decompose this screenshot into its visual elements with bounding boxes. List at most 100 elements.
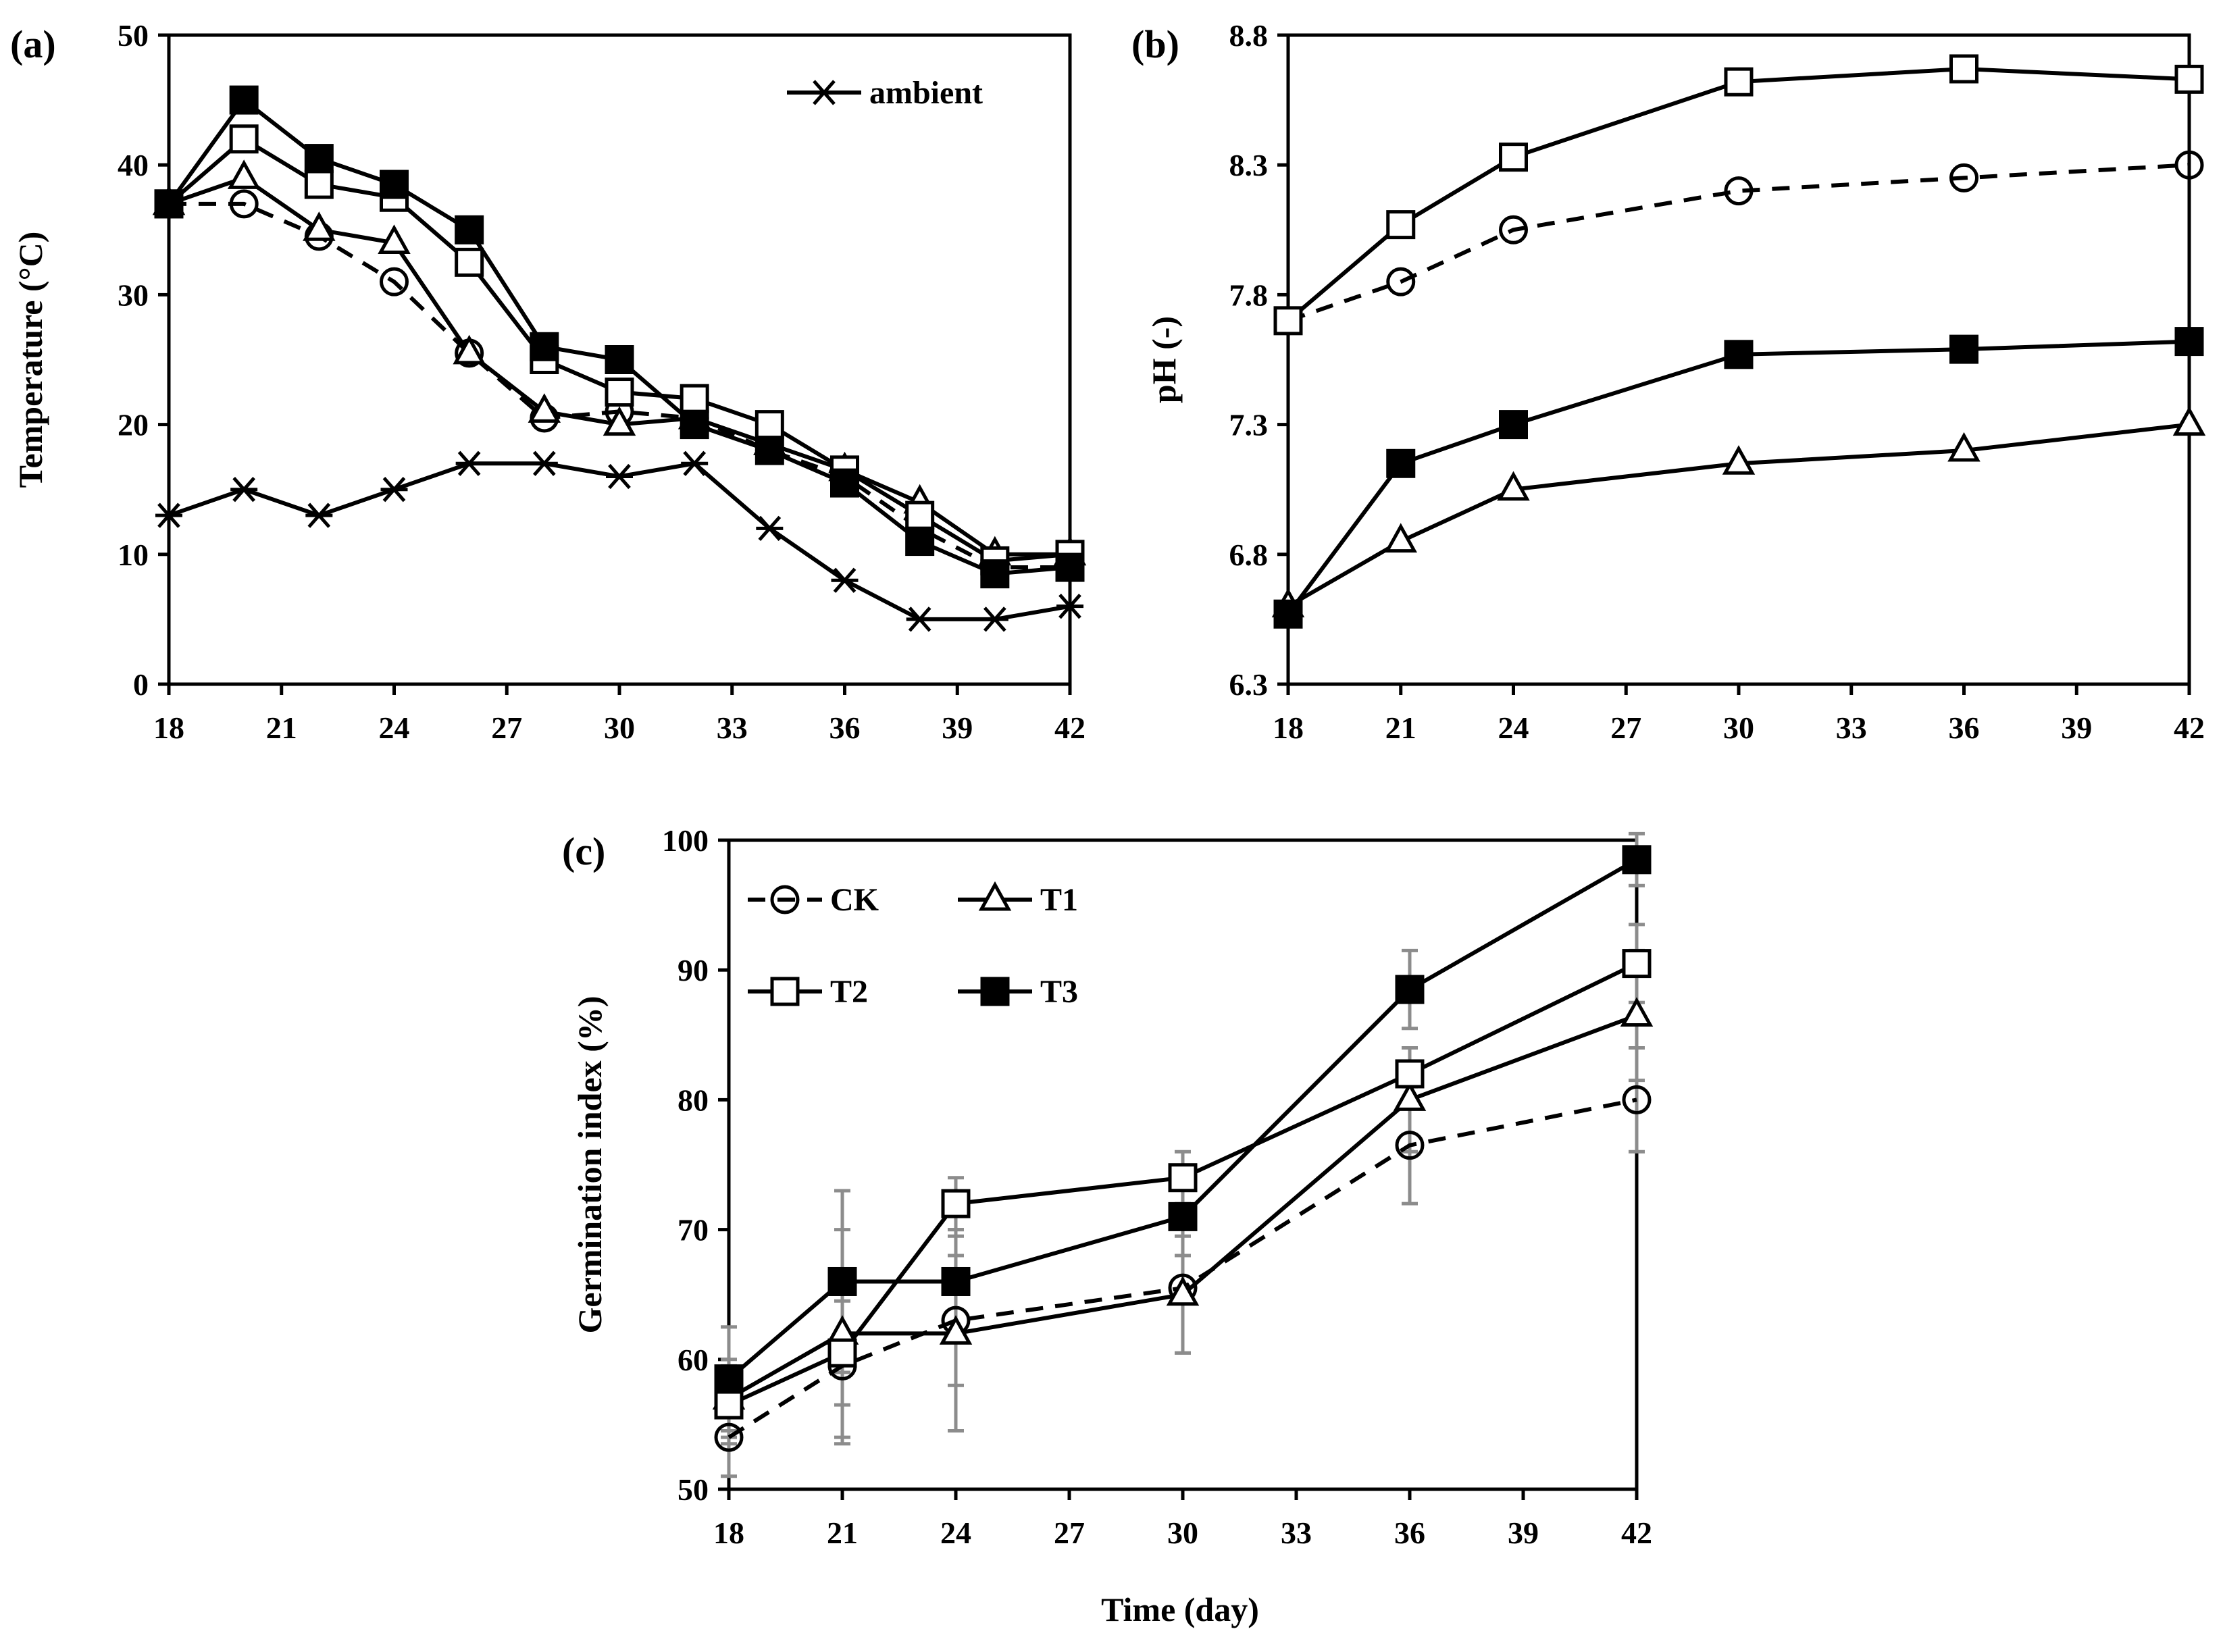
panel-b-point-T1 bbox=[1497, 471, 1530, 501]
panel-b-y-tick-label: 6.8 bbox=[1229, 538, 1269, 572]
panel-a-point-ambient-stroke bbox=[683, 450, 707, 476]
panel-c-point-T1 bbox=[939, 1315, 973, 1345]
panel-a-point-ambient-stroke bbox=[382, 477, 406, 502]
panel-a-point-ambient-stroke bbox=[457, 450, 481, 476]
panel-a-point-T1 bbox=[453, 334, 486, 365]
time-axis-title: Time (day) bbox=[1101, 1591, 1259, 1628]
panel-b-point-T3 bbox=[2174, 327, 2204, 357]
panel-b-point-T2 bbox=[1724, 67, 1754, 97]
panel-a-point-T2 bbox=[605, 378, 634, 407]
panel-a-point-ambient bbox=[756, 515, 784, 542]
panel-a-point-T3 bbox=[605, 345, 634, 374]
panel-a-point-T3 bbox=[154, 189, 184, 219]
panel-b-x-tick-label: 42 bbox=[2174, 711, 2205, 745]
panel-a-y-tick-label: 20 bbox=[118, 408, 149, 442]
panel-a-point-T3 bbox=[1055, 552, 1085, 582]
panel-a-panel-label: (a) bbox=[10, 22, 56, 66]
panel-a-point-T2 bbox=[680, 384, 709, 413]
panel-c-point-T3 bbox=[941, 1266, 971, 1296]
panel-c-point-CK bbox=[714, 1422, 744, 1452]
panel-a-y-tick-label: 40 bbox=[118, 148, 149, 182]
panel-b-point-T3 bbox=[1949, 334, 1978, 364]
panel-c-panel-label: (c) bbox=[562, 829, 605, 873]
panel-a-temperature-chart: 18 21 24 27 30 33 36 39 42 0 10 20 30 40 50 Temperature… bbox=[10, 18, 1087, 745]
panel-a-point-T1 bbox=[528, 393, 561, 423]
panel-c-point-T2 bbox=[1168, 1163, 1198, 1193]
panel-b-point-T2 bbox=[2174, 64, 2204, 94]
panel-a-point-ambient-stroke bbox=[983, 606, 1006, 632]
panel-b-point-T1 bbox=[1384, 523, 1417, 553]
panel-c-point-T2 bbox=[714, 1390, 744, 1420]
panel-c-legend-entry: CK bbox=[748, 882, 879, 918]
panel-a-point-ambient-stroke bbox=[307, 502, 331, 528]
panel-a-legend-marker-stroke bbox=[813, 80, 836, 105]
panel-b-y-tick-label: 6.3 bbox=[1229, 667, 1269, 702]
panel-c-legend-label: T3 bbox=[1040, 974, 1078, 1010]
panel-a-point-T2 bbox=[755, 410, 784, 440]
panel-c-point-T2 bbox=[941, 1189, 971, 1218]
panel-c-point-CK bbox=[1395, 1131, 1425, 1160]
panel-a-point-ambient bbox=[380, 477, 408, 502]
panel-b-x-tick-label: 27 bbox=[1610, 711, 1641, 745]
panel-b-point-T3 bbox=[1724, 340, 1754, 369]
panel-a-point-ambient-stroke bbox=[157, 502, 180, 528]
panel-b-panel-label: (b) bbox=[1131, 22, 1179, 66]
panel-a-point-ambient-stroke bbox=[608, 463, 631, 490]
panel-a-point-T3 bbox=[530, 332, 559, 361]
panel-c-point-T3 bbox=[1395, 975, 1425, 1004]
panel-c-legend-label: CK bbox=[830, 882, 879, 918]
panel-b-x-tick-label: 21 bbox=[1385, 711, 1416, 745]
panel-a-y-tick-label: 50 bbox=[118, 18, 149, 53]
panel-c-point-T1 bbox=[1620, 997, 1654, 1027]
panel-a-point-T2 bbox=[905, 500, 935, 530]
panel-c-legend-label: T1 bbox=[1040, 882, 1078, 918]
panel-a-series-line-T3 bbox=[167, 97, 1071, 576]
panel-c-y-tick-label: 60 bbox=[678, 1343, 709, 1377]
panel-a-point-T2 bbox=[304, 170, 334, 199]
panel-a-point-ambient bbox=[681, 450, 709, 476]
panel-c-x-tick-label: 18 bbox=[713, 1516, 744, 1550]
panel-b-y-tick-label: 8.8 bbox=[1229, 18, 1269, 53]
panel-b-point-T2 bbox=[1499, 143, 1528, 172]
panel-a-point-ambient-stroke bbox=[1058, 594, 1081, 619]
panel-b-x-tick-label: 18 bbox=[1273, 711, 1304, 745]
panel-b-x-tick-label: 30 bbox=[1723, 711, 1754, 745]
panel-b-point-CK bbox=[1949, 163, 1978, 192]
panel-a-point-T1 bbox=[603, 406, 636, 436]
panel-a-point-ambient bbox=[530, 450, 558, 476]
panel-a-y-tick-label: 30 bbox=[118, 278, 149, 312]
panel-c-x-tick-label: 24 bbox=[940, 1516, 971, 1550]
panel-a-point-ambient bbox=[230, 477, 258, 502]
panel-a-x-tick-label: 27 bbox=[491, 711, 522, 745]
panel-a-point-CK bbox=[229, 189, 259, 219]
panel-a-legend-label: ambient bbox=[869, 75, 983, 111]
panel-a-point-ambient bbox=[455, 450, 483, 476]
panel-a-point-T1 bbox=[378, 224, 411, 255]
panel-b-x-tick-label: 36 bbox=[1949, 711, 1980, 745]
panel-c-x-tick-label: 30 bbox=[1167, 1516, 1198, 1550]
panel-b-point-T3 bbox=[1273, 599, 1303, 629]
panel-c-point-T1 bbox=[1166, 1276, 1200, 1306]
panel-c-y-axis-title: Germination index (%) bbox=[571, 996, 609, 1334]
panel-a-point-T3 bbox=[755, 436, 784, 465]
panel-a-y-tick-label: 10 bbox=[118, 538, 149, 572]
panel-a-point-T3 bbox=[455, 215, 484, 244]
panel-c-legend-entry: T2 bbox=[748, 974, 868, 1010]
panel-a-x-tick-label: 21 bbox=[266, 711, 297, 745]
panel-b-y-tick-label: 7.3 bbox=[1229, 408, 1269, 442]
panel-a-y-tick-label: 0 bbox=[133, 667, 149, 702]
panel-b-point-T1 bbox=[2172, 406, 2206, 436]
panel-a-series-line-ambient bbox=[168, 461, 1071, 621]
panel-a-point-ambient-stroke bbox=[532, 450, 556, 476]
panel-c-legend-entry: T3 bbox=[958, 974, 1078, 1010]
panel-b-x-tick-label: 24 bbox=[1498, 711, 1529, 745]
panel-b-series-line-T3 bbox=[1286, 339, 2190, 616]
panel-b-x-tick-label: 39 bbox=[2061, 711, 2092, 745]
panel-b-series-line-T1 bbox=[1287, 422, 2190, 609]
panel-a-x-tick-label: 42 bbox=[1054, 711, 1085, 745]
panel-c-y-tick-label: 50 bbox=[678, 1472, 709, 1507]
panel-b-point-CK bbox=[1499, 215, 1528, 244]
panel-c-series-line-T1 bbox=[727, 1013, 1638, 1401]
panel-c-legend-label: T2 bbox=[830, 974, 868, 1010]
